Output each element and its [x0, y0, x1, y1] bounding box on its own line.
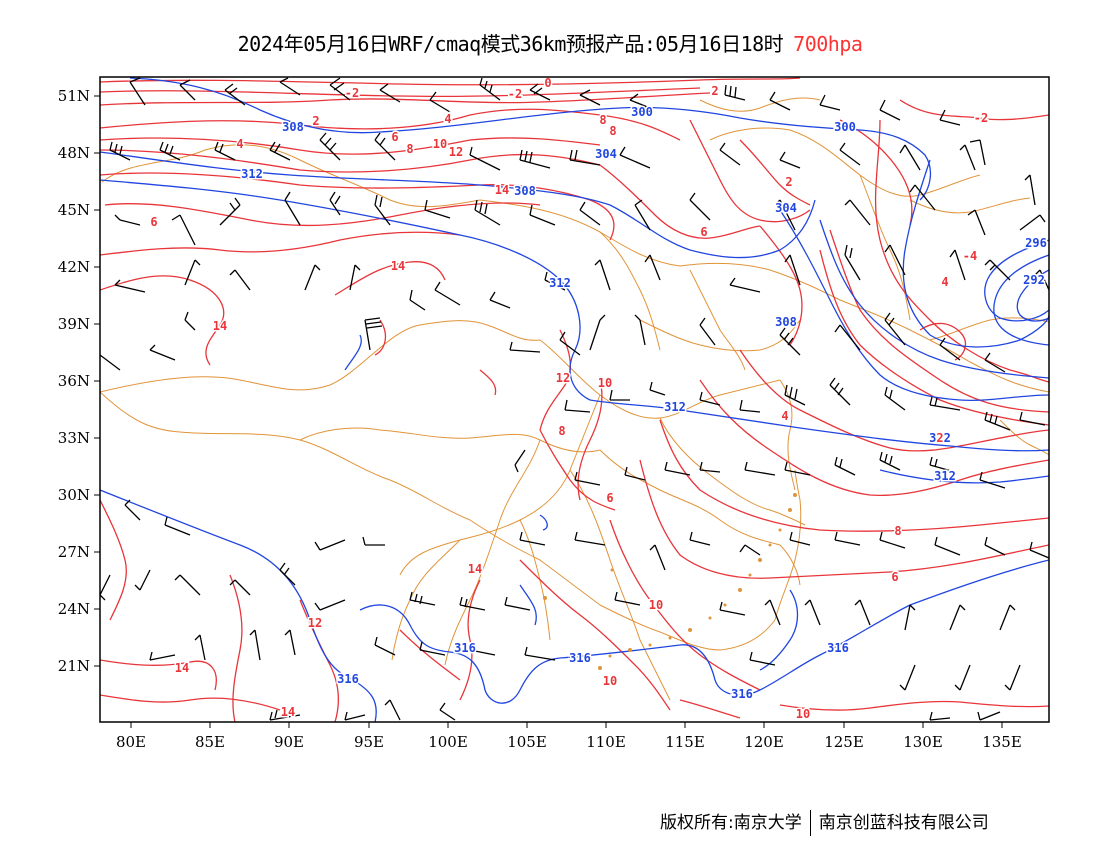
temperature-label: 8	[558, 424, 565, 438]
temperature-labels: 0 -2 -2 4 2 6 8 10 12 8 8 14 2 -2 6 6 2 …	[149, 75, 990, 723]
height-label: 312	[664, 400, 686, 414]
latitude-labels: 51N 48N 45N 42N 39N 36N 33N 30N 27N 24N …	[58, 87, 90, 675]
height-label: 316	[827, 641, 849, 655]
copyright-company: 南京创蓝科技有限公司	[818, 813, 989, 833]
page-title: 2024年05月16日WRF/cmaq模式36km预报产品:05月16日18时 7…	[0, 28, 1100, 57]
height-label: 312	[929, 431, 951, 445]
temperature-label: 8	[599, 113, 606, 127]
lon-label: 90E	[274, 733, 304, 751]
height-label: 300	[834, 120, 856, 134]
temperature-label: 6	[606, 491, 613, 505]
lon-label: 130E	[903, 733, 943, 751]
temperature-label: 14	[175, 661, 189, 675]
height-label: 308	[514, 184, 536, 198]
lat-label: 21N	[58, 657, 90, 675]
temperature-label: 6	[891, 570, 898, 584]
height-label: 292	[1023, 273, 1045, 287]
height-label: 316	[731, 687, 753, 701]
temperature-label: 14	[391, 259, 405, 273]
temperature-label: 8	[406, 142, 413, 156]
temperature-label: 14	[281, 705, 295, 719]
temperature-label: 6	[150, 215, 157, 229]
plot-frame	[99, 76, 1050, 723]
temperature-label: 8	[894, 524, 901, 538]
height-contours	[100, 77, 1049, 722]
height-label: 312	[549, 276, 571, 290]
lat-label: 42N	[58, 258, 90, 276]
height-label: 316	[337, 672, 359, 686]
temperature-label: 12	[449, 145, 463, 159]
height-label: 304	[775, 201, 797, 215]
temperature-label: 14	[495, 183, 509, 197]
title-main: 2024年05月16日WRF/cmaq模式36km预报产品:05月16日18时	[237, 32, 784, 56]
temperature-label: 10	[433, 137, 447, 151]
longitude-labels: 80E 85E 90E 95E 100E 105E 110E 115E 120E…	[116, 733, 1022, 751]
temperature-label: 12	[556, 371, 570, 385]
temperature-label: 4	[236, 137, 243, 151]
height-label: 296	[1025, 236, 1047, 250]
temperature-label: 0	[544, 76, 551, 90]
height-label: 316	[569, 651, 591, 665]
temperature-label: 4	[781, 409, 788, 423]
lon-label: 80E	[116, 733, 146, 751]
temperature-label: -2	[345, 86, 359, 100]
height-label: 312	[934, 469, 956, 483]
lon-label: 115E	[665, 733, 705, 751]
temperature-label: 2	[711, 84, 718, 98]
height-label: 312	[241, 167, 263, 181]
lon-label: 135E	[982, 733, 1022, 751]
lat-label: 48N	[58, 144, 90, 162]
wind-barbs	[100, 77, 1049, 721]
height-labels: 312 308 308 304 300 304 300 296 292 312 …	[240, 104, 1049, 703]
lat-label: 24N	[58, 600, 90, 618]
temperature-label: 6	[700, 225, 707, 239]
temperature-label: 10	[598, 376, 612, 390]
temperature-label: 10	[649, 598, 663, 612]
temperature-label: 10	[796, 707, 810, 721]
lat-label: 39N	[58, 315, 90, 333]
lon-label: 105E	[507, 733, 547, 751]
lat-label: 45N	[58, 201, 90, 219]
lat-label: 30N	[58, 486, 90, 504]
lon-label: 110E	[586, 733, 626, 751]
copyright-footer: 版权所有:南京大学 南京创蓝科技有限公司	[660, 808, 989, 836]
lon-label: 100E	[428, 733, 468, 751]
footer-separator	[809, 810, 811, 836]
lon-label: 120E	[744, 733, 784, 751]
lat-label: 36N	[58, 372, 90, 390]
temperature-label: 12	[308, 616, 322, 630]
height-label: 300	[631, 105, 653, 119]
temperature-label: -2	[974, 111, 988, 125]
height-label: 308	[775, 315, 797, 329]
lat-label: 33N	[58, 429, 90, 447]
temperature-label: 4	[444, 112, 451, 126]
title-level: 700hpa	[793, 32, 863, 56]
height-label: 308	[282, 120, 304, 134]
temperature-label: 10	[603, 674, 617, 688]
border-lines	[100, 97, 1049, 701]
temperature-label: 2	[936, 431, 943, 445]
temperature-label: -2	[508, 87, 522, 101]
lat-label: 27N	[58, 543, 90, 561]
temperature-label: 8	[609, 124, 616, 138]
temperature-label: 14	[213, 319, 227, 333]
lon-label: 95E	[354, 733, 384, 751]
height-label: 316	[454, 641, 476, 655]
lon-label: 125E	[824, 733, 864, 751]
temperature-label: 2	[312, 114, 319, 128]
temperature-label: 2	[785, 175, 792, 189]
temperature-label: 6	[391, 130, 398, 144]
temperature-label: 14	[468, 562, 482, 576]
temperature-label: 4	[941, 275, 948, 289]
temperature-contours	[100, 77, 1049, 722]
temperature-label: -4	[963, 249, 977, 263]
lat-label: 51N	[58, 87, 90, 105]
height-label: 304	[595, 147, 617, 161]
axis-ticks	[94, 95, 1003, 728]
coastline-islands	[543, 493, 797, 670]
lon-label: 85E	[195, 733, 225, 751]
copyright-owner: 版权所有:南京大学	[660, 813, 802, 833]
